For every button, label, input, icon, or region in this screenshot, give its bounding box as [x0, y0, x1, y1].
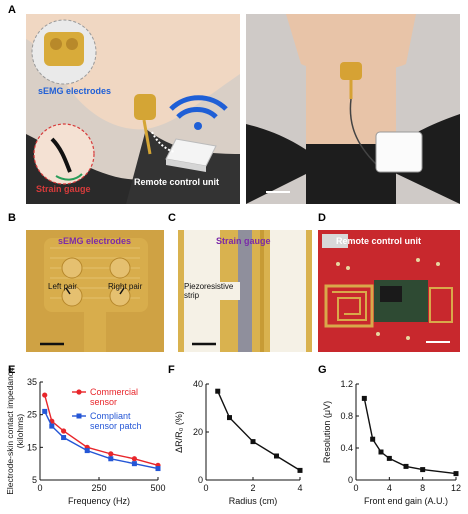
data-point	[49, 423, 55, 429]
data-point	[108, 451, 114, 457]
y-tick-label: 40	[193, 379, 203, 389]
y-tick-label: 20	[193, 427, 203, 437]
label-piezoresistive-strip: Piezoresistive strip	[184, 282, 240, 300]
panel-a-illustration: sEMG electrodes Strain gauge Remote cont…	[26, 14, 240, 204]
label-semg-electrodes: sEMG electrodes	[38, 86, 112, 96]
data-point	[386, 455, 392, 461]
x-tick-label: 8	[420, 483, 425, 493]
photo-svg	[246, 14, 460, 204]
data-point	[274, 453, 279, 459]
y-tick-label: 0.4	[340, 443, 353, 453]
x-tick-label: 250	[91, 483, 106, 493]
legend-swatch-marker	[76, 413, 82, 419]
data-point	[108, 456, 114, 462]
data-point	[453, 471, 459, 477]
data-point	[42, 408, 48, 414]
data-point	[378, 449, 384, 455]
panel-label-a: A	[8, 4, 16, 16]
label-right-pair: Right pair	[108, 282, 143, 291]
neck-electrode-patch	[134, 94, 156, 155]
panel-label-d: D	[318, 212, 326, 224]
label-remote-control-unit: Remote control unit	[134, 177, 219, 187]
label-c-title: Strain gauge	[216, 236, 271, 246]
x-tick-label: 500	[150, 483, 165, 493]
y-tick-label: 5	[32, 475, 37, 485]
y-tick-label: 0	[198, 475, 203, 485]
panel-c-strain-photo: Strain gauge Piezoresistive strip	[178, 230, 312, 352]
label-d-title: Remote control unit	[336, 236, 421, 246]
legend-label: Compliant sensor patch	[90, 411, 142, 431]
data-point	[420, 467, 426, 473]
data-point	[403, 463, 409, 469]
panel-b-electrodes-photo: sEMG electrodes Left pair Right pair	[26, 230, 164, 352]
data-point	[42, 392, 48, 398]
y-tick-label: 1.2	[340, 379, 353, 389]
data-point	[215, 388, 221, 394]
data-point	[250, 439, 256, 445]
panel-a-photo	[246, 14, 460, 204]
panel-label-f: F	[168, 364, 175, 376]
panel-label-g: G	[318, 364, 327, 376]
y-axis-label: Electrode-skin contact impedance(kilohms…	[5, 367, 25, 495]
x-tick-label: 0	[37, 483, 42, 493]
x-tick-label: 2	[250, 483, 255, 493]
panel-label-c: C	[168, 212, 176, 224]
remote-unit-box	[165, 138, 217, 172]
data-point	[227, 415, 232, 421]
panel-label-e: E	[8, 364, 16, 376]
label-strain-gauge: Strain gauge	[36, 184, 91, 194]
electrode-zoom	[44, 32, 84, 66]
data-point	[361, 395, 367, 401]
y-tick-label: 0.8	[340, 411, 353, 421]
illustration-svg	[26, 14, 240, 204]
chart-g: 0 4 8 12 0 0.4 0.8 1.2 Front end gain (A.U.) Reso…	[322, 379, 461, 506]
data-point	[297, 467, 303, 473]
x-axis-label: Front end gain (A.U.)	[364, 496, 448, 506]
x-tick-label: 0	[353, 483, 358, 493]
y-tick-label: 15	[27, 442, 37, 452]
worn-sensor-patch	[340, 62, 377, 165]
y-axis-label: Resolution (μV)	[322, 401, 332, 463]
legend-swatch-marker	[76, 389, 82, 395]
data-point	[61, 428, 67, 434]
data-point	[84, 448, 90, 454]
chart-e: 0 250 500 5 15 25 35 Frequency (Hz) Electrode-sk…	[5, 367, 166, 506]
data-point	[370, 436, 376, 442]
electrodes-svg	[26, 230, 164, 352]
strain-svg	[178, 230, 312, 352]
label-left-pair: Left pair	[48, 282, 77, 291]
y-axis-label: ΔR/R₀ (%)	[174, 411, 184, 453]
x-axis-label: Frequency (Hz)	[68, 496, 130, 506]
panel-label-b: B	[8, 212, 16, 224]
x-tick-label: 0	[203, 483, 208, 493]
panel-d-pcb-photo: Remote control unit	[318, 230, 460, 352]
worn-remote-box	[375, 131, 423, 173]
data-point	[155, 466, 161, 472]
pcb-svg	[318, 230, 460, 352]
label-b-title: sEMG electrodes	[58, 236, 132, 246]
y-tick-label: 0	[348, 475, 353, 485]
y-tick-label: 35	[27, 377, 37, 387]
x-tick-label: 12	[451, 483, 461, 493]
data-point	[131, 456, 137, 462]
y-tick-label: 25	[27, 410, 37, 420]
x-tick-label: 4	[387, 483, 392, 493]
data-point	[61, 435, 67, 441]
data-point	[131, 461, 137, 467]
x-tick-label: 4	[297, 483, 302, 493]
series-line-0	[363, 398, 457, 475]
x-axis-label: Radius (cm)	[229, 496, 278, 506]
legend-label: Commercial sensor	[90, 387, 138, 407]
series-line-0	[217, 390, 301, 471]
